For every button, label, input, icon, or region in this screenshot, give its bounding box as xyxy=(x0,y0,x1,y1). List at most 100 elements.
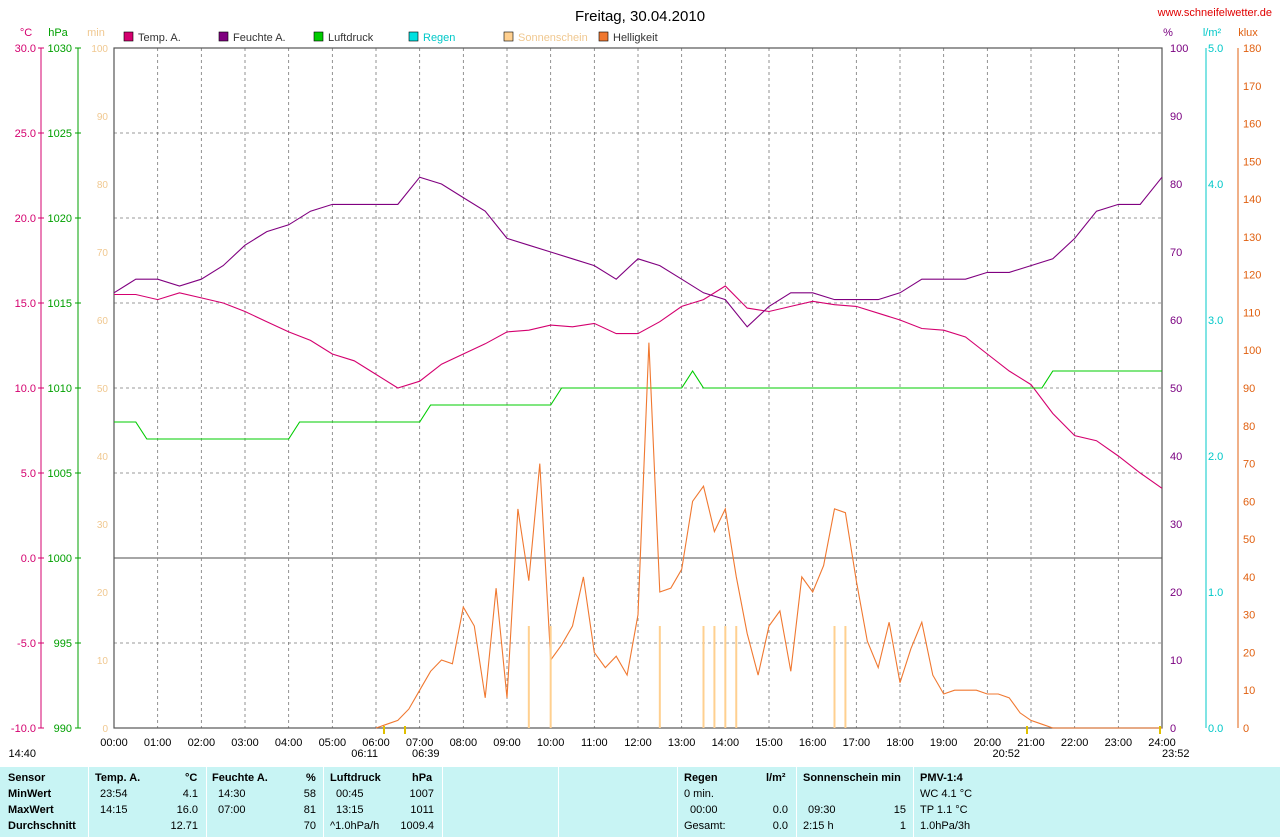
tick-label-temp: 5.0 xyxy=(21,468,36,480)
summary-header-pressure: Luftdruck xyxy=(330,772,381,784)
sunshine-max-time: 09:30 xyxy=(808,804,836,816)
tick-label-minutes: 0 xyxy=(102,724,108,735)
tick-label-light: 130 xyxy=(1243,232,1261,244)
axis-unit-humidity: % xyxy=(1163,27,1173,39)
rain-total-value: 0.0 xyxy=(772,820,788,832)
tick-label-pressure: 1000 xyxy=(48,553,72,565)
pmv-windchill: WC 4.1 °C xyxy=(920,788,973,800)
tick-label-temp: 0.0 xyxy=(21,553,36,565)
tick-label-light: 140 xyxy=(1243,194,1261,206)
temp-avg-value: 12.71 xyxy=(170,820,198,832)
tick-label-rain: 0.0 xyxy=(1208,723,1223,735)
tick-label-light: 110 xyxy=(1243,307,1261,319)
tick-label-time: 13:00 xyxy=(668,737,696,749)
tick-label-time: 18:00 xyxy=(886,737,914,749)
marker-sunrise-2: 06:39 xyxy=(412,748,440,760)
tick-label-pressure: 1025 xyxy=(48,128,72,140)
temp-max-value: 16.0 xyxy=(176,804,198,816)
pmv-pressure-trend: 1.0hPa/3h xyxy=(920,820,971,832)
temp-min-value: 4.1 xyxy=(182,788,198,800)
legend-label: Feuchte A. xyxy=(233,32,286,44)
tick-label-temp: 30.0 xyxy=(15,43,36,55)
pressure-trend: ^1.0hPa/h xyxy=(330,820,380,832)
axis-unit-pressure: hPa xyxy=(48,27,68,39)
marker-sunset: 20:52 xyxy=(992,748,1020,760)
tick-label-temp: 20.0 xyxy=(15,213,36,225)
rain-max-value: 0.0 xyxy=(772,804,788,816)
tick-label-light: 60 xyxy=(1243,496,1255,508)
tick-label-light: 100 xyxy=(1243,345,1261,357)
legend-swatch xyxy=(313,31,324,42)
tick-label-time: 00:00 xyxy=(100,737,128,749)
tick-label-light: 20 xyxy=(1243,647,1255,659)
legend-swatch xyxy=(598,31,609,42)
rain-total-label: Gesamt: xyxy=(684,820,726,832)
tick-label-minutes: 10 xyxy=(97,656,109,667)
tick-label-minutes: 30 xyxy=(97,520,109,531)
summary-header-rain: Regen xyxy=(684,772,718,784)
source-link: www.schneifelwetter.de xyxy=(1157,7,1272,19)
axis-unit-minutes: min xyxy=(87,27,105,39)
legend-swatch xyxy=(123,31,134,42)
tick-label-time: 16:00 xyxy=(799,737,827,749)
summary-header-humidity-unit: % xyxy=(306,772,316,784)
pressure-avg-value: 1009.4 xyxy=(400,820,434,832)
legend-swatch xyxy=(408,31,419,42)
humidity-line xyxy=(113,176,1163,328)
tick-label-humidity: 20 xyxy=(1170,587,1182,599)
tick-label-minutes: 90 xyxy=(97,112,109,123)
tick-label-time: 01:00 xyxy=(144,737,172,749)
tick-label-light: 10 xyxy=(1243,685,1255,697)
rain-duration: 0 min. xyxy=(684,788,714,800)
tick-label-humidity: 70 xyxy=(1170,247,1182,259)
humidity-avg-value: 70 xyxy=(303,820,316,832)
legend-swatch xyxy=(503,31,514,42)
sunshine-total: 2:15 h xyxy=(803,820,834,832)
tick-label-temp: -10.0 xyxy=(11,723,36,735)
tick-label-humidity: 30 xyxy=(1170,519,1182,531)
chart-title: Freitag, 30.04.2010 xyxy=(575,8,705,25)
tick-label-time: 19:00 xyxy=(930,737,958,749)
legend-label: Sonnenschein xyxy=(518,32,588,44)
tick-label-minutes: 60 xyxy=(97,316,109,327)
tick-label-time: 05:00 xyxy=(319,737,347,749)
tick-label-pressure: 995 xyxy=(54,638,72,650)
pressure-line xyxy=(114,369,1162,440)
tick-label-light: 40 xyxy=(1243,572,1255,584)
tick-label-time: 08:00 xyxy=(450,737,478,749)
plot-frame xyxy=(113,47,1163,729)
summary-panel: Sensor MinWert MaxWert Durchschnitt Temp… xyxy=(0,767,1280,837)
sunshine-max-value: 15 xyxy=(893,804,906,816)
tick-label-temp: 15.0 xyxy=(15,298,36,310)
tick-label-temp: 25.0 xyxy=(15,128,36,140)
tick-label-time: 24:00 xyxy=(1148,737,1176,749)
summary-header-sunshine: Sonnenschein min xyxy=(803,772,901,784)
tick-label-time: 14:00 xyxy=(712,737,740,749)
tick-label-minutes: 80 xyxy=(97,180,109,191)
tick-label-time: 12:00 xyxy=(624,737,652,749)
legend-swatch xyxy=(218,31,229,42)
tick-label-pressure: 1005 xyxy=(48,468,72,480)
pmv-dewpoint: TP 1.1 °C xyxy=(920,804,968,816)
tick-label-light: 90 xyxy=(1243,383,1255,395)
tick-label-time: 06:00 xyxy=(362,737,390,749)
humidity-min-time: 14:30 xyxy=(218,788,246,800)
tick-label-time: 11:00 xyxy=(581,737,608,749)
pressure-min-time: 00:45 xyxy=(336,788,364,800)
tick-label-light: 120 xyxy=(1243,270,1261,282)
tick-label-temp: 10.0 xyxy=(15,383,36,395)
tick-label-time: 02:00 xyxy=(188,737,216,749)
tick-label-pressure: 1030 xyxy=(48,43,72,55)
axis-unit-temp: °C xyxy=(20,27,32,39)
tick-label-pressure: 1015 xyxy=(48,298,72,310)
summary-row-label: MinWert xyxy=(8,788,52,800)
marker-sunrise: 06:11 xyxy=(351,748,378,760)
tick-label-humidity: 100 xyxy=(1170,43,1188,55)
tick-label-time: 07:00 xyxy=(406,737,434,749)
tick-label-rain: 5.0 xyxy=(1208,43,1223,55)
pressure-min-value: 1007 xyxy=(409,788,434,800)
legend-label: Luftdruck xyxy=(328,32,374,44)
humidity-max-value: 81 xyxy=(303,804,316,816)
tick-label-rain: 3.0 xyxy=(1208,315,1223,327)
tick-label-light: 0 xyxy=(1243,723,1249,735)
